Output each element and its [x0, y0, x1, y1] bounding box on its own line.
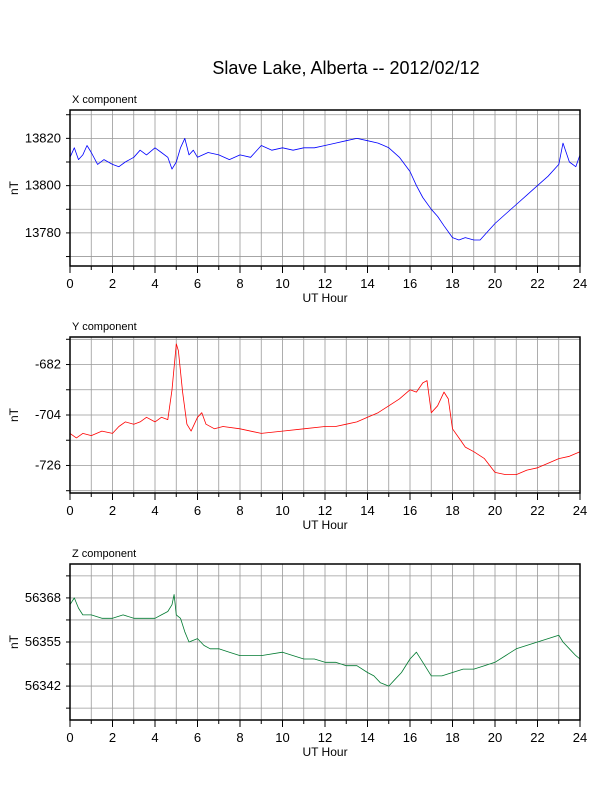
y-tick-label: 56355: [25, 634, 61, 649]
x-tick-label: 24: [573, 276, 587, 291]
y-axis-label: nT: [7, 180, 21, 195]
y-tick-label: 56368: [25, 590, 61, 605]
x-tick-label: 22: [530, 276, 544, 291]
x-tick-label: 0: [66, 276, 73, 291]
x-tick-label: 10: [275, 503, 289, 518]
x-tick-label: 8: [236, 276, 243, 291]
x-tick-label: 20: [488, 730, 502, 745]
x-tick-label: 10: [275, 730, 289, 745]
x-tick-label: 6: [194, 730, 201, 745]
x-tick-label: 8: [236, 503, 243, 518]
x-tick-label: 24: [573, 503, 587, 518]
panel-title: Y component: [72, 321, 137, 333]
x-tick-label: 14: [360, 276, 374, 291]
page-title: Slave Lake, Alberta -- 2012/02/12: [212, 58, 480, 78]
x-tick-label: 24: [573, 730, 587, 745]
x-tick-label: 0: [66, 730, 73, 745]
y-tick-label: -726: [35, 457, 61, 472]
x-tick-label: 12: [318, 730, 332, 745]
x-tick-label: 22: [530, 730, 544, 745]
x-tick-label: 22: [530, 503, 544, 518]
x-tick-label: 18: [445, 276, 459, 291]
x-tick-label: 14: [360, 730, 374, 745]
x-tick-label: 2: [109, 503, 116, 518]
x-tick-label: 20: [488, 503, 502, 518]
panel-title: Z component: [72, 548, 136, 560]
x-tick-label: 6: [194, 276, 201, 291]
x-tick-label: 10: [275, 276, 289, 291]
y-tick-label: -682: [35, 357, 61, 372]
x-tick-label: 0: [66, 503, 73, 518]
x-axis-label: UT Hour: [302, 291, 347, 305]
x-tick-label: 16: [403, 503, 417, 518]
x-tick-label: 18: [445, 503, 459, 518]
x-tick-label: 12: [318, 503, 332, 518]
y-axis-label: nT: [7, 407, 21, 422]
x-tick-label: 4: [151, 276, 158, 291]
y-tick-label: -704: [35, 407, 61, 422]
x-tick-label: 6: [194, 503, 201, 518]
y-tick-label: 13800: [25, 178, 61, 193]
data-series-line: [69, 343, 581, 476]
x-tick-label: 4: [151, 503, 158, 518]
y-axis-label: nT: [7, 634, 21, 649]
x-tick-label: 2: [109, 276, 116, 291]
y-tick-label: 13820: [25, 130, 61, 145]
x-tick-label: 14: [360, 503, 374, 518]
x-tick-label: 18: [445, 730, 459, 745]
x-tick-label: 2: [109, 730, 116, 745]
x-tick-label: 8: [236, 730, 243, 745]
x-tick-label: 20: [488, 276, 502, 291]
data-series-line: [69, 594, 581, 687]
x-tick-label: 16: [403, 730, 417, 745]
y-tick-label: 56342: [25, 678, 61, 693]
x-axis-label: UT Hour: [302, 518, 347, 532]
x-axis-label: UT Hour: [302, 745, 347, 759]
panel-title: X component: [72, 94, 137, 106]
x-tick-label: 12: [318, 276, 332, 291]
x-tick-label: 16: [403, 276, 417, 291]
y-tick-label: 13780: [25, 225, 61, 240]
data-series-line: [69, 137, 581, 241]
x-tick-label: 4: [151, 730, 158, 745]
